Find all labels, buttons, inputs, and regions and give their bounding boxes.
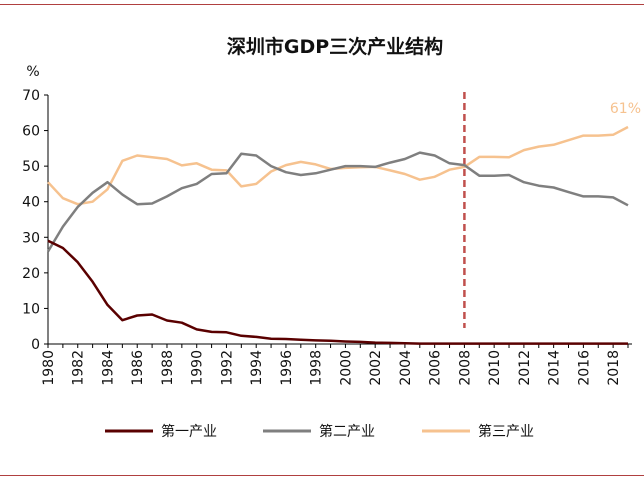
y-tick-label: 20 xyxy=(22,266,40,282)
x-tick-label: 1990 xyxy=(190,350,206,386)
y-tick-label: 0 xyxy=(31,337,40,353)
x-tick-label: 2018 xyxy=(606,350,622,386)
y-tick-label: 10 xyxy=(22,301,40,317)
y-tick-label: 50 xyxy=(22,159,40,175)
x-tick-label: 2008 xyxy=(457,350,473,386)
x-tick-label: 1986 xyxy=(130,350,146,386)
y-axis-unit: % xyxy=(26,64,39,80)
x-tick-label: 1980 xyxy=(41,350,57,386)
x-tick-label: 1994 xyxy=(249,350,265,386)
series-line-1 xyxy=(47,239,628,345)
x-tick-label: 2006 xyxy=(428,350,444,386)
series-line-3 xyxy=(47,125,629,206)
x-tick-label: 2010 xyxy=(487,350,503,386)
x-tick-label: 1998 xyxy=(309,350,325,386)
x-tick-label: 2000 xyxy=(338,350,354,386)
legend-label-3: 第三产业 xyxy=(478,423,534,440)
end-value-label: 61% xyxy=(610,101,641,117)
chart-title: 深圳市GDP三次产业结构 xyxy=(227,35,443,58)
y-tick-label: 70 xyxy=(22,88,40,104)
x-tick-label: 1996 xyxy=(279,350,295,386)
y-tick-label: 40 xyxy=(22,195,40,211)
annotation-group: 61% xyxy=(610,101,641,117)
axes: 0 10 20 30 40 50 60 70 1980 1982 1984 1986 1988 1990 1… xyxy=(22,88,632,386)
x-tick-label: 1984 xyxy=(100,350,116,386)
legend-label-2: 第二产业 xyxy=(319,423,375,440)
x-tick-label: 2004 xyxy=(398,350,414,386)
y-tick-label: 60 xyxy=(22,124,40,140)
x-tick-label: 1982 xyxy=(71,350,87,386)
x-tick-label: 2012 xyxy=(517,350,533,386)
series-line-2 xyxy=(46,151,629,253)
x-tick-label: 2002 xyxy=(368,350,384,386)
legend: 第一产业 第二产业 第三产业 xyxy=(105,423,534,440)
x-tick-label: 1992 xyxy=(219,350,235,386)
x-tick-label: 2016 xyxy=(576,350,592,386)
x-tick-label: 1988 xyxy=(160,350,176,386)
x-tick-label: 2014 xyxy=(547,350,563,386)
top-border-line xyxy=(0,4,644,5)
series-group xyxy=(46,125,629,345)
legend-label-1: 第一产业 xyxy=(161,423,217,440)
y-tick-label: 30 xyxy=(22,230,40,246)
bottom-border-line xyxy=(0,475,644,476)
